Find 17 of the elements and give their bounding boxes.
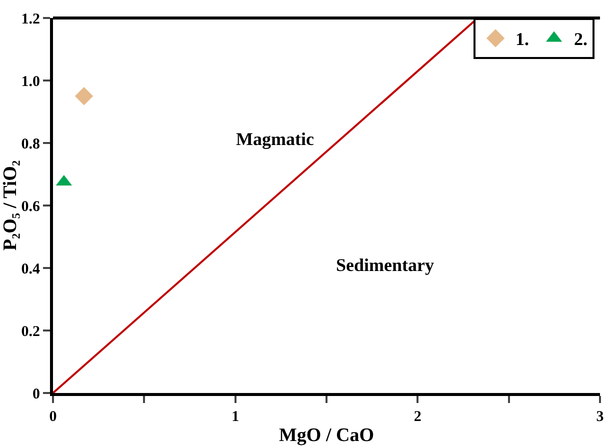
y-tick-label: 0.8 [21,136,40,152]
annotation: Sedimentary [336,255,434,275]
legend-label: 1. [516,29,530,50]
x-tick-label: 3 [596,409,604,425]
annotation: Magmatic [236,129,314,149]
x-tick-label: 2 [414,409,422,425]
y-tick-label: 1.0 [21,74,40,90]
x-tick-label: 1 [232,409,240,425]
y-tick-label: 0.4 [21,261,40,278]
y-tick-label: 0 [32,386,40,402]
y-axis-title: P₂O₅ / TiO₂ [0,160,21,251]
y-tick-label: 0.6 [21,198,40,215]
x-axis-title: MgO / CaO [279,424,374,446]
legend-label: 2. [574,29,588,50]
y-tick-label: 0.2 [21,324,40,340]
x-tick-label: 0 [49,409,57,425]
y-tick-label: 1.2 [21,11,40,28]
